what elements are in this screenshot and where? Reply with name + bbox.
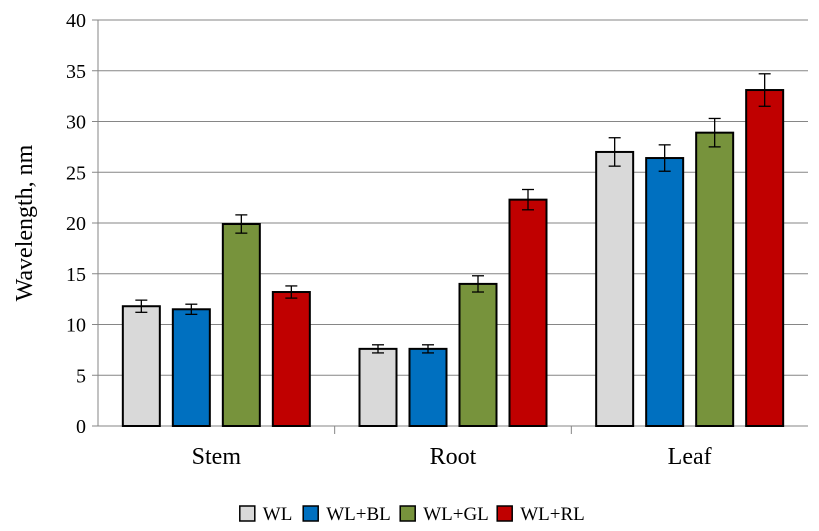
bar (508, 198, 548, 427)
y-axis-title: Wavelength, nm (12, 144, 38, 301)
bar (595, 150, 635, 427)
bars (121, 73, 785, 428)
category-label: Root (430, 444, 477, 470)
bar (745, 89, 785, 427)
y-tick-label: 5 (76, 365, 86, 387)
y-tick-labels: 0 5 10 15 20 25 30 35 40 (66, 10, 86, 438)
bar (408, 347, 448, 427)
legend-swatch (302, 505, 319, 522)
legend-label: WL+RL (520, 504, 585, 525)
bar (458, 282, 498, 427)
legend-label: WL (263, 504, 293, 525)
bar (645, 157, 685, 427)
y-tick-label: 15 (66, 264, 86, 286)
legend-swatch (239, 505, 256, 522)
category-labels: Stem Root Leaf (192, 444, 712, 470)
y-tick-label: 25 (66, 162, 86, 184)
bar (271, 291, 311, 427)
gridlines (98, 19, 808, 376)
legend: WL WL+BL WL+GL WL+RL (239, 504, 585, 525)
bar (695, 131, 735, 427)
bar (121, 305, 161, 428)
y-tick-label: 40 (66, 10, 86, 32)
legend-swatch (496, 505, 513, 522)
legend-swatch (399, 505, 416, 522)
y-tick-label: 30 (66, 112, 86, 134)
category-label: Stem (192, 444, 242, 470)
category-label: Leaf (668, 444, 712, 470)
legend-label: WL+BL (326, 504, 391, 525)
y-tick-label: 35 (66, 61, 86, 83)
bar (221, 223, 261, 427)
axes (92, 19, 808, 434)
legend-label: WL+GL (423, 504, 489, 525)
y-tick-label: 20 (66, 213, 86, 235)
bar (171, 308, 211, 427)
y-tick-label: 10 (66, 315, 86, 337)
y-tick-label: 0 (76, 416, 86, 438)
bar (358, 347, 398, 427)
